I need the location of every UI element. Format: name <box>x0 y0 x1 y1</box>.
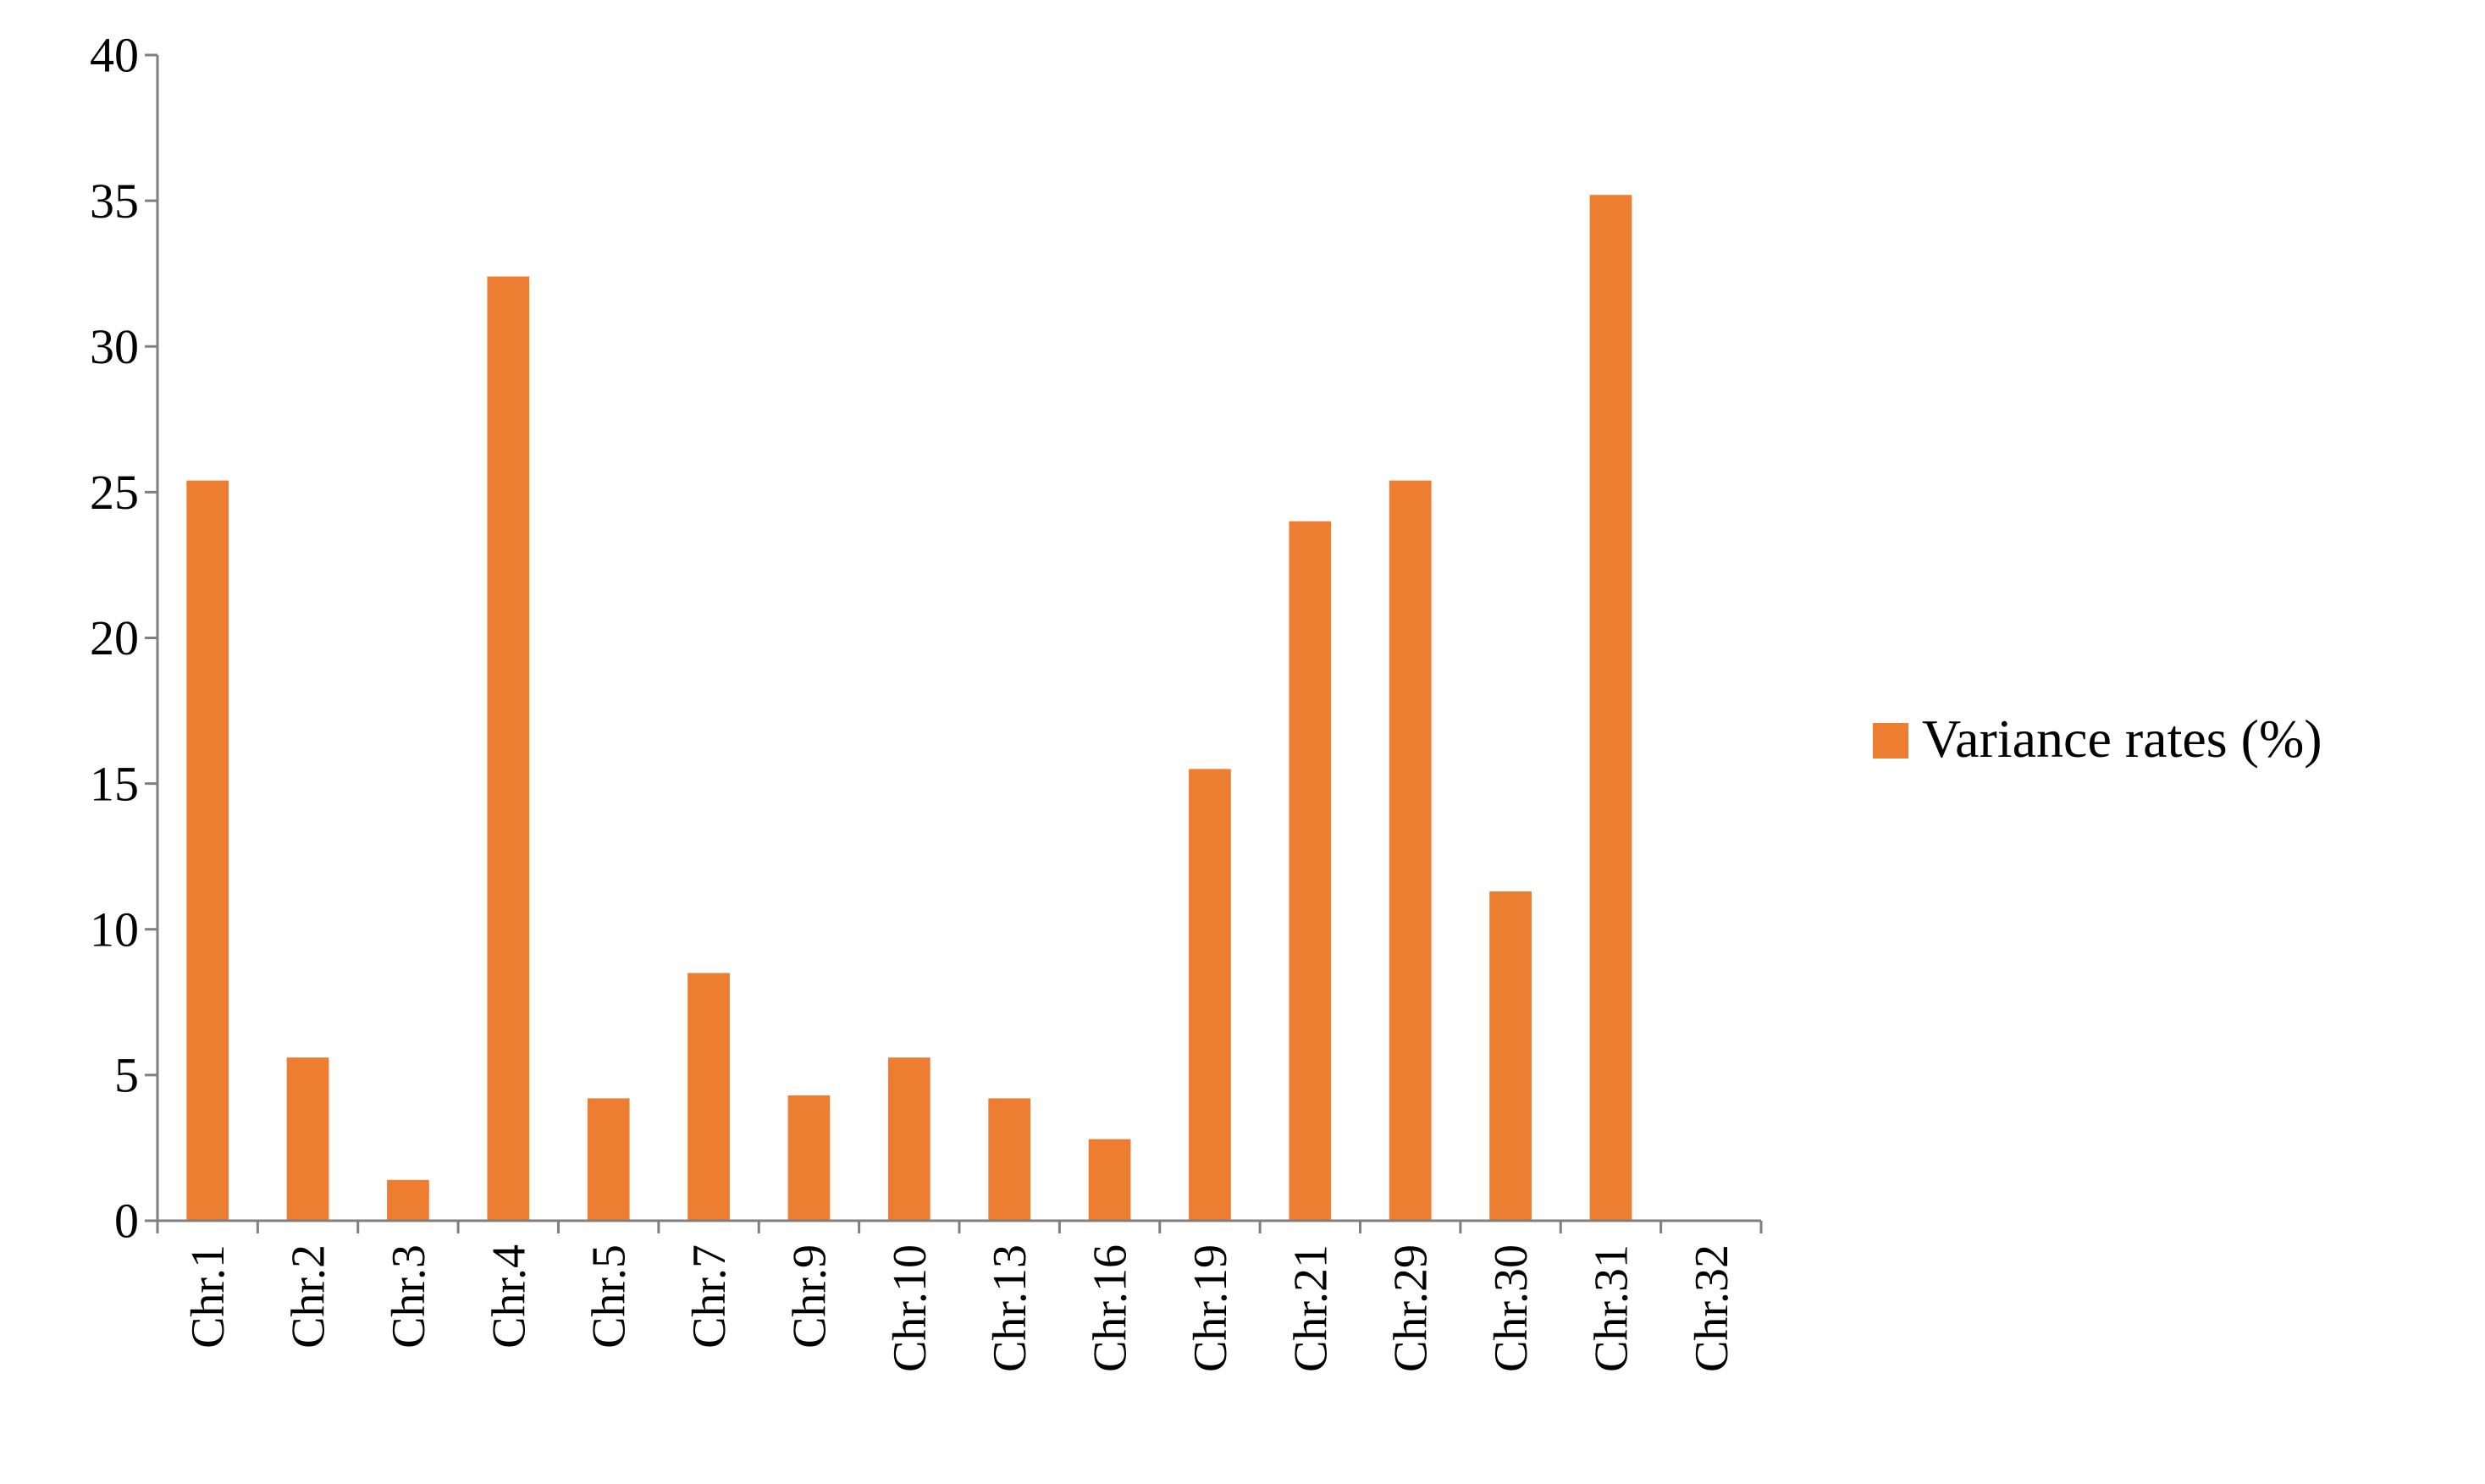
x-tick-label: Chr.19 <box>1185 1244 1237 1372</box>
bar <box>688 973 730 1221</box>
y-tick-label: 40 <box>90 28 139 83</box>
y-tick-label: 25 <box>90 465 139 520</box>
legend-swatch <box>1873 723 1908 759</box>
x-tick-label: Chr.31 <box>1585 1244 1637 1372</box>
bar <box>487 276 530 1221</box>
x-tick-label: Chr.13 <box>984 1244 1036 1372</box>
x-tick-label: Chr.30 <box>1485 1244 1538 1372</box>
bars <box>186 195 1632 1222</box>
x-tick-label: Chr.29 <box>1385 1244 1438 1372</box>
x-tick-label: Chr.16 <box>1085 1244 1137 1372</box>
bar <box>1389 480 1432 1221</box>
bar <box>387 1179 429 1221</box>
y-tick-label: 30 <box>90 319 139 374</box>
y-axis: 0 5 10 15 20 25 30 35 40 <box>90 28 159 1249</box>
x-tick-label: Chr.21 <box>1284 1244 1337 1372</box>
x-tick-label: Chr.2 <box>283 1244 335 1349</box>
x-tick-label: Chr.32 <box>1686 1244 1738 1372</box>
x-tick-label: Chr.5 <box>583 1244 636 1349</box>
bar <box>1088 1139 1131 1221</box>
x-tick-label: Chr.7 <box>683 1244 736 1349</box>
bar <box>887 1057 930 1221</box>
bar <box>1489 891 1532 1221</box>
y-tick-label: 0 <box>114 1194 139 1249</box>
x-tick-label: Chr.3 <box>383 1244 435 1349</box>
legend-label: Variance rates (%) <box>1922 709 2322 769</box>
x-ticks: Chr.1 Chr.2 Chr.3 Chr.4 Chr.5 Chr.7 Chr.9 Chr.1… <box>156 1221 1763 1372</box>
x-tick-label: Chr.10 <box>884 1244 936 1372</box>
y-tick-label: 10 <box>90 902 139 957</box>
x-tick-label: Chr.9 <box>783 1244 836 1349</box>
x-tick-label: Chr.4 <box>483 1244 535 1349</box>
bar <box>186 480 229 1221</box>
y-ticks: 0 5 10 15 20 25 30 35 40 <box>90 28 157 1249</box>
bar <box>787 1095 831 1221</box>
bar <box>988 1098 1031 1221</box>
bar <box>1589 195 1632 1222</box>
x-axis: Chr.1 Chr.2 Chr.3 Chr.4 Chr.5 Chr.7 Chr.9 Chr.1… <box>156 1219 1763 1372</box>
y-tick-label: 15 <box>90 756 139 811</box>
y-tick-label: 20 <box>90 610 139 665</box>
bar <box>286 1057 329 1221</box>
y-tick-label: 5 <box>114 1048 139 1103</box>
bar <box>587 1098 630 1221</box>
bar <box>1289 521 1332 1221</box>
y-tick-label: 35 <box>90 174 139 229</box>
x-tick-label: Chr.1 <box>182 1244 235 1349</box>
bar <box>1189 769 1231 1221</box>
legend: Variance rates (%) <box>1873 709 2322 769</box>
